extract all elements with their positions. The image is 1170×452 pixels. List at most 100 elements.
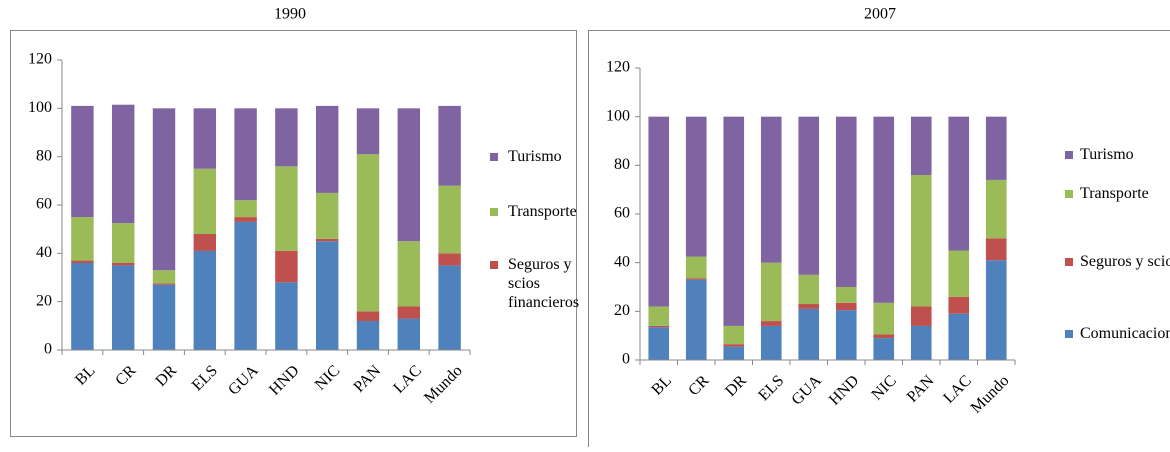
bar-segment [398,108,420,241]
bar-segment [873,338,894,360]
bar-segment [357,311,379,321]
bar-segment [398,307,420,319]
y-tick-label: 100 [28,99,52,116]
bar-segment [761,326,782,360]
bar-segment [153,284,175,285]
x-tick-label: LAC [390,362,425,397]
bar-segment [194,108,216,168]
x-tick-label: CR [112,362,139,389]
bar-segment [761,117,782,263]
bar-segment [798,309,819,360]
bar-segment [275,166,297,251]
bar-segment [686,278,707,279]
bar-segment [911,306,932,325]
bar-segment [648,306,669,325]
legend-swatch [490,208,498,216]
y-tick-label: 0 [622,351,630,368]
y-tick-label: 0 [44,341,52,358]
bar-segment [836,117,857,287]
bar-segment [873,334,894,338]
bar-segment [686,117,707,257]
x-tick-label: BL [72,362,98,388]
bar-segment [986,260,1007,360]
bar-segment [112,265,134,350]
bar-segment [948,314,969,360]
bar-segment [761,321,782,326]
legend-label: Seguros y scios financieros [1080,252,1170,271]
bar-segment [948,251,969,297]
legend-label: Turismo [1080,145,1170,164]
bar-segment [112,105,134,223]
y-tick-label: 60 [614,205,630,222]
bar-segment [112,223,134,263]
bar-segment [686,280,707,360]
legend-swatch [490,261,498,269]
bar-segment [316,239,338,241]
x-tick-label: HND [266,362,303,399]
bar-segment [234,200,256,217]
legend-swatch [1065,151,1073,159]
bar-segment [275,108,297,166]
bar-segment [761,263,782,321]
bar-segment [398,319,420,350]
x-tick-label: HND [826,372,863,409]
x-tick-label: PAN [904,372,938,406]
bar-segment [648,326,669,327]
bar-segment [873,117,894,303]
bar-segment [873,303,894,335]
x-tick-label: BL [648,372,674,398]
y-tick-label: 80 [36,147,52,164]
bar-segment [648,117,669,307]
bar-segment [438,253,460,265]
x-tick-label: GUA [788,372,825,409]
bar-segment [986,180,1007,238]
y-tick-label: 40 [614,253,630,270]
y-tick-label: 120 [606,59,630,76]
bar-segment [438,106,460,186]
bar-segment [234,108,256,200]
bar-segment [357,154,379,311]
y-tick-label: 20 [614,302,630,319]
bar-segment [357,321,379,350]
bar-segment [71,106,93,217]
bar-segment [153,285,175,350]
bar-segment [798,117,819,275]
bar-segment [798,275,819,304]
x-tick-label: ELS [755,372,787,404]
bar-segment [398,241,420,306]
bar-segment [798,304,819,309]
bar-segment [986,117,1007,180]
bar-segment [438,265,460,350]
bar-segment [112,263,134,265]
bar-segment [153,270,175,283]
bar-segment [194,251,216,350]
legend-label: Seguros y scios financieros [508,255,578,312]
x-tick-label: CR [685,372,712,399]
legend-swatch [1065,258,1073,266]
bar-segment [316,106,338,193]
legend-label: Transporte [1080,184,1170,203]
x-tick-label: PAN [351,362,385,396]
legend-swatch [1065,190,1073,198]
y-tick-label: 80 [614,156,630,173]
y-tick-label: 40 [36,244,52,261]
bar-segment [911,175,932,306]
bar-segment [234,222,256,350]
chart-title: 2007 [864,6,896,23]
bar-segment [71,261,93,263]
x-tick-label: Mundo [421,362,466,407]
bar-segment [948,117,969,251]
bar-segment [71,217,93,260]
bar-segment [234,217,256,222]
x-tick-label: Mundo [968,372,1013,417]
legend-label: Turismo [508,147,578,166]
bar-segment [648,327,669,360]
legend-swatch [490,153,498,161]
bar-segment [194,169,216,234]
bar-segment [911,326,932,360]
bar-segment [723,326,744,344]
bar-segment [723,117,744,326]
legend-swatch [1065,330,1073,338]
